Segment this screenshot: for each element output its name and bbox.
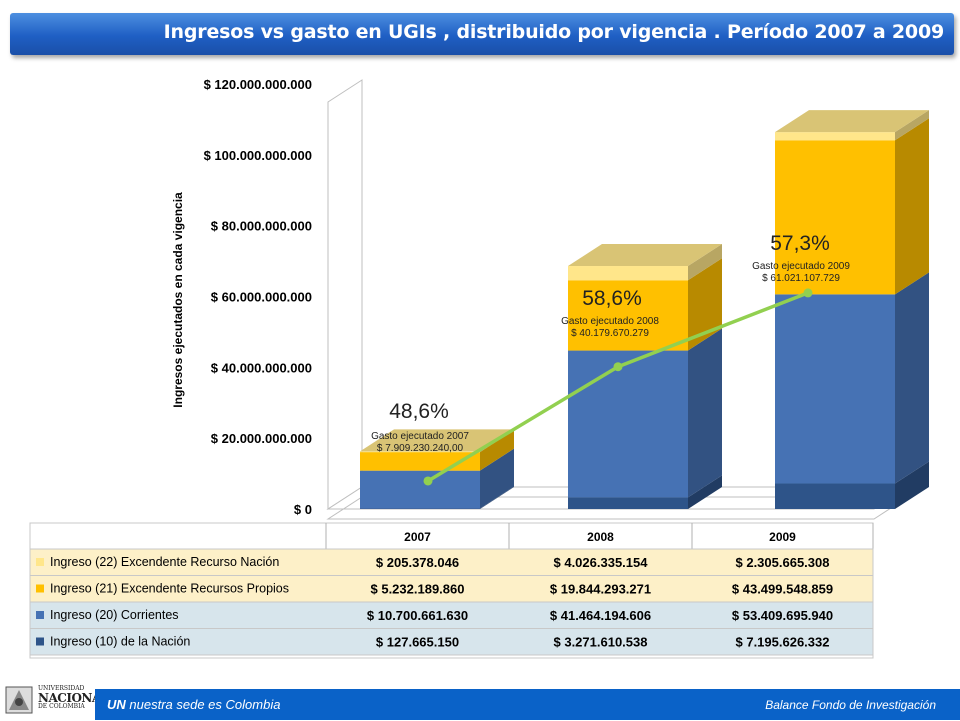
- bar-segment-side: [895, 272, 929, 483]
- bar-segment: [568, 351, 688, 498]
- y-tick-label: $ 80.000.000.000: [211, 219, 312, 234]
- table-cell-value: $ 53.409.695.940: [732, 608, 833, 623]
- university-logo: UNIVERSIDAD NACIONAL DE COLOMBIA: [4, 684, 94, 718]
- y-axis-title: Ingresos ejecutados en cada vigencia: [171, 192, 185, 408]
- bar-segment: [360, 471, 480, 509]
- table-cell-value: $ 43.499.548.859: [732, 582, 833, 597]
- table-cell-value: $ 4.026.335.154: [554, 555, 649, 570]
- y-tick-label: $ 0: [294, 502, 312, 517]
- legend-swatch: [36, 611, 44, 619]
- bar-segment: [775, 484, 895, 509]
- series-name: Ingreso (21) Excendente Recursos Propios: [50, 582, 289, 596]
- table-cell-value: $ 127.665.150: [376, 635, 459, 650]
- bar-segment: [775, 294, 895, 483]
- table-cell-value: $ 5.232.189.860: [371, 582, 465, 597]
- gasto-percent-label: 57,3%: [770, 232, 830, 255]
- table-cell-value: $ 3.271.610.538: [554, 635, 648, 650]
- table-cell-value: $ 10.700.661.630: [367, 608, 468, 623]
- table-cell-value: $ 7.195.626.332: [736, 635, 830, 650]
- bar-segment: [568, 266, 688, 280]
- bar-segment: [775, 132, 895, 140]
- table-cell-value: $ 205.378.046: [376, 555, 459, 570]
- stacked-bar-chart: $ 0 $ 20.000.000.000 $ 40.000.000.000 $ 60.…: [0, 0, 960, 690]
- gasto-caption-title: Gasto ejecutado 2008: [561, 316, 659, 327]
- left-wall: [328, 80, 362, 509]
- y-tick-label: $ 20.000.000.000: [211, 431, 312, 446]
- footer-bar: UN nuestra sede es Colombia Balance Fond…: [95, 689, 960, 720]
- table-cell-value: $ 2.305.665.308: [736, 555, 830, 570]
- footer-brand: UN: [107, 697, 126, 712]
- legend-swatch: [36, 585, 44, 593]
- table-cell-value: $ 19.844.293.271: [550, 582, 651, 597]
- bar-segment-side: [688, 329, 722, 498]
- footer-tagline: UN nuestra sede es Colombia: [107, 697, 280, 712]
- gasto-point: [424, 476, 433, 485]
- gasto-caption-title: Gasto ejecutado 2007: [371, 431, 469, 442]
- footer-tagline-text: nuestra sede es Colombia: [129, 697, 280, 712]
- table-header-year: 2009: [769, 530, 796, 544]
- y-tick-label: $ 40.000.000.000: [211, 360, 312, 375]
- table-header-year: 2007: [404, 530, 431, 544]
- gasto-caption-value: $ 7.909.230.240,00: [377, 443, 464, 454]
- gasto-percent-label: 48,6%: [389, 400, 449, 423]
- gasto-caption-value: $ 61.021.107.729: [762, 273, 840, 284]
- y-tick-label: $ 100.000.000.000: [204, 148, 312, 163]
- legend-swatch: [36, 558, 44, 566]
- table-header-year: 2008: [587, 530, 614, 544]
- gasto-caption-value: $ 40.179.670.279: [571, 328, 649, 339]
- gasto-point: [804, 288, 813, 297]
- legend-swatch: [36, 638, 44, 646]
- y-tick-label: $ 60.000.000.000: [211, 290, 312, 305]
- y-tick-label: $ 120.000.000.000: [204, 77, 312, 92]
- gasto-point: [614, 362, 623, 371]
- table-cell-value: $ 41.464.194.606: [550, 608, 651, 623]
- series-name: Ingreso (20) Corrientes: [50, 608, 179, 622]
- gasto-percent-label: 58,6%: [582, 287, 642, 310]
- series-name: Ingreso (22) Excendente Recurso Nación: [50, 555, 279, 569]
- crest-icon: [4, 684, 34, 716]
- gasto-caption-title: Gasto ejecutado 2009: [752, 261, 850, 272]
- series-name: Ingreso (10) de la Nación: [50, 635, 190, 649]
- footer-right-text: Balance Fondo de Investigación: [765, 698, 936, 712]
- bar-segment-side: [895, 118, 929, 294]
- bar-segment: [568, 497, 688, 509]
